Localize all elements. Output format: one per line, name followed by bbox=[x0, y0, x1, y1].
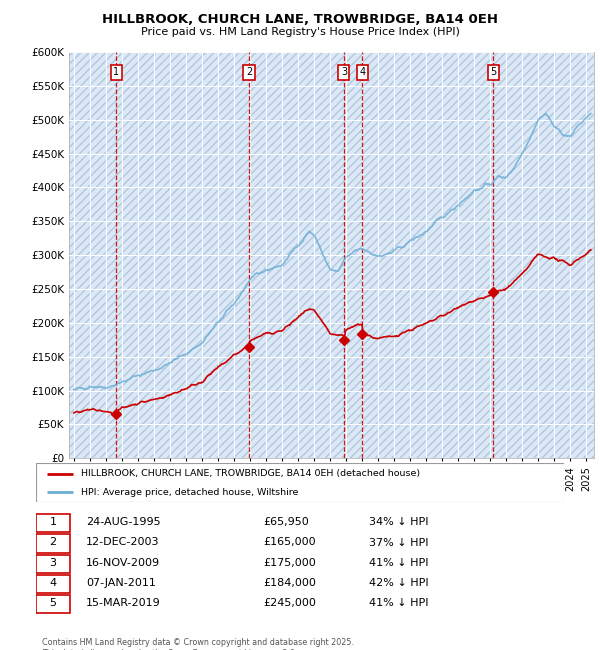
Text: 37% ↓ HPI: 37% ↓ HPI bbox=[368, 538, 428, 547]
Text: 42% ↓ HPI: 42% ↓ HPI bbox=[368, 578, 428, 588]
Text: 4: 4 bbox=[359, 68, 365, 77]
FancyBboxPatch shape bbox=[36, 575, 70, 593]
Text: 2: 2 bbox=[246, 68, 252, 77]
Text: £184,000: £184,000 bbox=[263, 578, 316, 588]
Text: 41% ↓ HPI: 41% ↓ HPI bbox=[368, 599, 428, 608]
Text: 07-JAN-2011: 07-JAN-2011 bbox=[86, 578, 156, 588]
Text: £175,000: £175,000 bbox=[263, 558, 316, 567]
Text: 34% ↓ HPI: 34% ↓ HPI bbox=[368, 517, 428, 527]
Text: 16-NOV-2009: 16-NOV-2009 bbox=[86, 558, 160, 567]
Text: 24-AUG-1995: 24-AUG-1995 bbox=[86, 517, 161, 527]
FancyBboxPatch shape bbox=[36, 463, 564, 502]
Text: 4: 4 bbox=[49, 578, 56, 588]
Text: HILLBROOK, CHURCH LANE, TROWBRIDGE, BA14 0EH (detached house): HILLBROOK, CHURCH LANE, TROWBRIDGE, BA14… bbox=[81, 469, 420, 478]
Text: 1: 1 bbox=[113, 68, 119, 77]
Text: 1: 1 bbox=[49, 517, 56, 527]
Text: 15-MAR-2019: 15-MAR-2019 bbox=[86, 599, 161, 608]
Text: £245,000: £245,000 bbox=[263, 599, 316, 608]
Text: £65,950: £65,950 bbox=[263, 517, 309, 527]
Text: 12-DEC-2003: 12-DEC-2003 bbox=[86, 538, 160, 547]
Text: 5: 5 bbox=[49, 599, 56, 608]
Text: 3: 3 bbox=[341, 68, 347, 77]
Text: Contains HM Land Registry data © Crown copyright and database right 2025.
This d: Contains HM Land Registry data © Crown c… bbox=[42, 638, 354, 650]
FancyBboxPatch shape bbox=[36, 554, 70, 573]
Bar bbox=[69, 52, 594, 458]
Text: 3: 3 bbox=[49, 558, 56, 567]
Text: 41% ↓ HPI: 41% ↓ HPI bbox=[368, 558, 428, 567]
Text: Price paid vs. HM Land Registry's House Price Index (HPI): Price paid vs. HM Land Registry's House … bbox=[140, 27, 460, 37]
FancyBboxPatch shape bbox=[36, 595, 70, 614]
Text: 2: 2 bbox=[49, 538, 56, 547]
FancyBboxPatch shape bbox=[36, 534, 70, 552]
Text: HPI: Average price, detached house, Wiltshire: HPI: Average price, detached house, Wilt… bbox=[81, 488, 298, 497]
Text: £165,000: £165,000 bbox=[263, 538, 316, 547]
Text: 5: 5 bbox=[490, 68, 496, 77]
FancyBboxPatch shape bbox=[36, 514, 70, 532]
Text: HILLBROOK, CHURCH LANE, TROWBRIDGE, BA14 0EH: HILLBROOK, CHURCH LANE, TROWBRIDGE, BA14… bbox=[102, 13, 498, 26]
